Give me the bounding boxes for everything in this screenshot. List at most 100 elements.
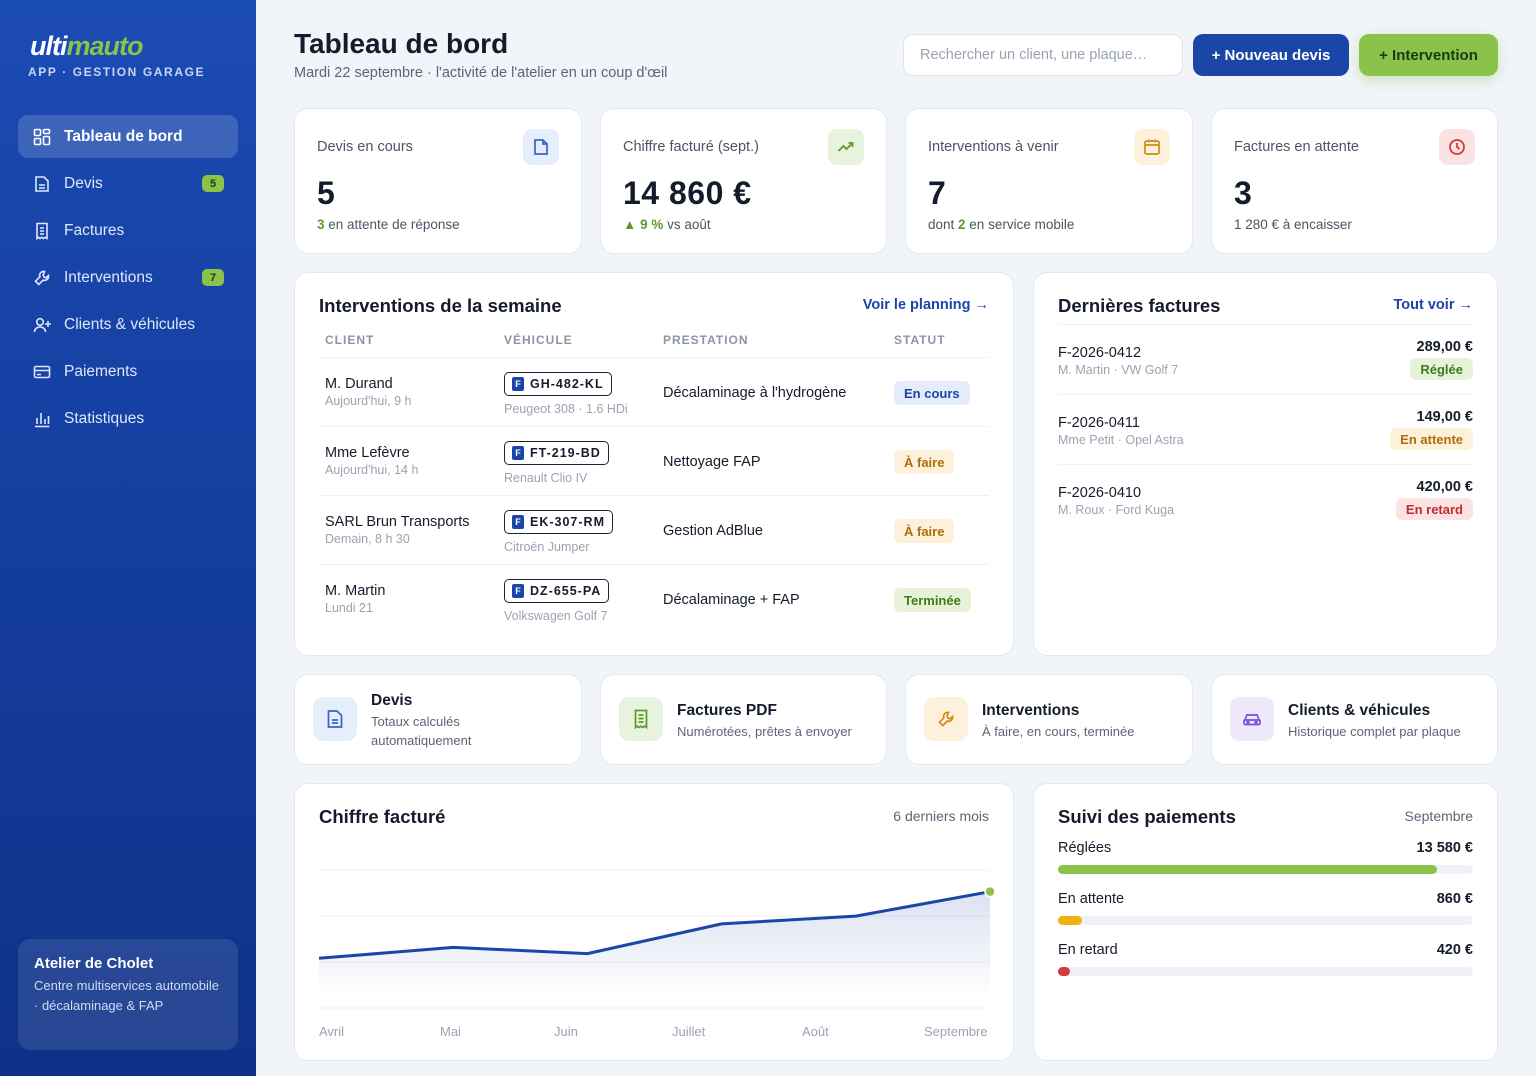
progress-track — [1058, 967, 1473, 976]
table-row[interactable]: SARL Brun Transports Demain, 8 h 30 F EK-3… — [319, 495, 989, 564]
feature-card-factures[interactable]: Factures PDF Numérotées, prêtes à envoye… — [600, 674, 887, 765]
kpi-sub-text: en service mobile — [965, 217, 1075, 232]
client-name: M. Durand — [325, 376, 393, 392]
table-row[interactable]: M. Martin Lundi 21 F DZ-655-PA Volkswagen … — [319, 564, 989, 633]
payment-row-pending: En attente 860 € — [1058, 891, 1473, 931]
document-icon — [32, 174, 52, 194]
chart-period: 6 derniers mois — [893, 808, 989, 824]
vehicle-model: Citroën Jumper — [504, 540, 590, 554]
sidebar-item-interventions[interactable]: Interventions 7 — [18, 256, 238, 299]
view-all-link[interactable]: Tout voir → — [1393, 297, 1473, 313]
status-badge: À faire — [894, 450, 955, 474]
appointment-time: Demain, 8 h 30 — [325, 532, 410, 546]
user-plus-icon — [32, 315, 52, 335]
logo-text-2: mauto — [66, 31, 144, 61]
chart-area — [319, 891, 990, 999]
view-planning-link[interactable]: Voir le planning → — [862, 297, 989, 313]
feature-card-devis[interactable]: Devis Totaux calculés automatiquement — [294, 674, 582, 765]
new-intervention-button[interactable]: + Intervention — [1359, 34, 1498, 76]
wrench-icon — [32, 268, 52, 288]
kpi-card-interventions[interactable]: Interventions à venir 7 dont 2 en servic… — [905, 108, 1193, 254]
progress-track — [1058, 865, 1473, 874]
document-icon — [523, 129, 559, 165]
invoice-number: F-2026-0410 — [1058, 485, 1142, 501]
sidebar-item-clients[interactable]: Clients & véhicules — [18, 303, 238, 346]
feature-card-clients[interactable]: Clients & véhicules Historique complet p… — [1211, 674, 1498, 765]
search-input[interactable] — [903, 34, 1183, 76]
progress-fill — [1058, 967, 1070, 976]
kpi-value: 14 860 € — [623, 175, 752, 211]
kpi-card-devis[interactable]: Devis en cours 5 3 en attente de réponse — [294, 108, 582, 254]
invoice-row[interactable]: F-2026-0411 Mme Petit · Opel Astra 149,0… — [1058, 394, 1473, 464]
license-plate: F GH-482-KL — [504, 372, 612, 396]
license-plate: F FT-219-BD — [504, 441, 609, 465]
table-row[interactable]: Mme Lefèvre Aujourd'hui, 14 h F FT-219-BD … — [319, 426, 989, 495]
kpi-subtext: 3 en attente de réponse — [317, 217, 460, 232]
payments-card: Suivi des paiements Septembre Réglées 13… — [1033, 783, 1498, 1061]
receipt-icon — [619, 697, 663, 741]
latest-invoices-card: Dernières factures Tout voir → F-2026-04… — [1033, 272, 1498, 656]
payment-value: 860 € — [1436, 891, 1473, 907]
week-interventions-card: Interventions de la semaine Voir le plan… — [294, 272, 1014, 656]
status-badge: Réglée — [1410, 358, 1473, 380]
kpi-value: 7 — [928, 175, 947, 211]
count-badge: 5 — [202, 175, 224, 192]
chart-points — [984, 885, 996, 898]
license-plate: F DZ-655-PA — [504, 579, 610, 603]
kpi-subtext: ▲ 9 % vs août — [623, 217, 711, 232]
sidebar: ultimauto APP · GESTION GARAGE Tableau d… — [0, 0, 256, 1076]
payment-value: 13 580 € — [1416, 840, 1473, 856]
kpi-value: 5 — [317, 175, 336, 211]
revenue-chart — [318, 869, 996, 1009]
logo-text-1: ulti — [30, 31, 67, 61]
kpi-label: Chiffre facturé (sept.) — [623, 139, 759, 155]
card-title: Dernières factures — [1058, 295, 1221, 316]
column-header: PRESTATION — [663, 333, 749, 347]
sidebar-item-statistiques[interactable]: Statistiques — [18, 397, 238, 440]
kpi-label: Interventions à venir — [928, 139, 1059, 155]
table-row[interactable]: M. Durand Aujourd'hui, 9 h F GH-482-KL Peu… — [319, 357, 989, 426]
service-name: Nettoyage FAP — [663, 454, 761, 470]
kpi-label: Devis en cours — [317, 139, 413, 155]
feature-title: Interventions — [982, 702, 1080, 719]
column-header: VÉHICULE — [504, 333, 573, 347]
payment-row-late: En retard 420 € — [1058, 942, 1473, 982]
kpi-card-revenue[interactable]: Chiffre facturé (sept.) 14 860 € ▲ 9 % v… — [600, 108, 887, 254]
status-badge: En cours — [894, 381, 970, 405]
sidebar-item-dashboard[interactable]: Tableau de bord — [18, 115, 238, 158]
new-quote-button[interactable]: + Nouveau devis — [1193, 34, 1349, 76]
invoice-row[interactable]: F-2026-0410 M. Roux · Ford Kuga 420,00 €… — [1058, 464, 1473, 534]
plate-number: EK-307-RM — [530, 515, 605, 529]
logo[interactable]: ultimauto — [30, 30, 144, 62]
shop-name: Atelier de Cholet — [34, 955, 154, 972]
kpi-label: Factures en attente — [1234, 139, 1359, 155]
credit-card-icon — [32, 362, 52, 382]
invoice-row[interactable]: F-2026-0412 M. Martin · VW Golf 7 289,00… — [1058, 324, 1473, 394]
sidebar-item-devis[interactable]: Devis 5 — [18, 162, 238, 205]
plate-number: DZ-655-PA — [530, 584, 602, 598]
column-header: STATUT — [894, 333, 946, 347]
progress-fill — [1058, 916, 1083, 925]
kpi-card-pending-invoices[interactable]: Factures en attente 3 1 280 € à encaisse… — [1211, 108, 1498, 254]
invoice-client: M. Roux · Ford Kuga — [1058, 503, 1175, 517]
feature-description: Historique complet par plaque — [1288, 724, 1461, 739]
plate-number: FT-219-BD — [530, 446, 601, 460]
eu-flag-icon: F — [512, 446, 524, 460]
kpi-sub-text: vs août — [663, 217, 711, 232]
feature-title: Clients & véhicules — [1288, 702, 1431, 719]
sidebar-item-factures[interactable]: Factures — [18, 209, 238, 252]
x-tick-label: Juillet — [672, 1024, 706, 1039]
page-subtitle: Mardi 22 septembre · l'activité de l'ate… — [294, 65, 668, 81]
invoice-client: Mme Petit · Opel Astra — [1058, 433, 1184, 447]
car-icon — [1230, 697, 1274, 741]
payments-period: Septembre — [1404, 808, 1473, 824]
feature-card-interventions[interactable]: Interventions À faire, en cours, terminé… — [905, 674, 1193, 765]
kpi-subtext: 1 280 € à encaisser — [1234, 217, 1352, 232]
sidebar-item-paiements[interactable]: Paiements — [18, 350, 238, 393]
sidebar-nav: Tableau de bord Devis 5 Factures Interve… — [18, 115, 238, 444]
revenue-chart-card: Chiffre facturé 6 derniers mois Avril Ma… — [294, 783, 1014, 1061]
service-name: Gestion AdBlue — [663, 523, 763, 539]
client-name: M. Martin — [325, 583, 386, 599]
eu-flag-icon: F — [512, 584, 524, 598]
column-header: CLIENT — [325, 333, 375, 347]
